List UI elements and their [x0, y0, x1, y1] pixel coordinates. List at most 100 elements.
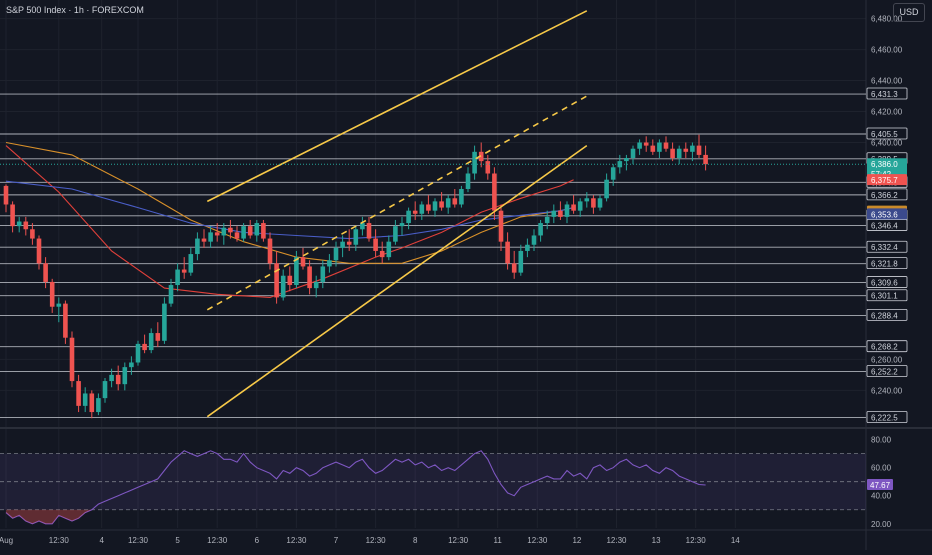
candle-body[interactable] [505, 241, 510, 264]
currency-button[interactable]: USD [893, 3, 925, 22]
candle-body[interactable] [703, 154, 708, 165]
candle-body[interactable] [511, 263, 517, 273]
candle-body[interactable] [571, 204, 576, 211]
candle-body[interactable] [426, 204, 431, 211]
candle-body[interactable] [102, 381, 108, 399]
candle-body[interactable] [23, 221, 29, 230]
candle-body[interactable] [492, 173, 497, 211]
candle-body[interactable] [379, 250, 385, 258]
candle-body[interactable] [346, 241, 352, 245]
candle-body[interactable] [360, 223, 365, 230]
candle-body[interactable] [439, 201, 444, 208]
candle-body[interactable] [624, 158, 629, 162]
candle-body[interactable] [525, 244, 530, 251]
candle-body[interactable] [478, 151, 484, 162]
candle-body[interactable] [610, 167, 616, 180]
candle-body[interactable] [294, 257, 299, 286]
candle-body[interactable] [181, 269, 187, 273]
candle-body[interactable] [63, 303, 68, 338]
candle-body[interactable] [386, 241, 392, 258]
candle-body[interactable] [195, 238, 200, 255]
candle-body[interactable] [69, 337, 75, 382]
candle-body[interactable] [498, 210, 504, 242]
candle-body[interactable] [485, 161, 491, 174]
candle-body[interactable] [696, 145, 702, 155]
candle-body[interactable] [129, 362, 134, 368]
candle-body[interactable] [96, 398, 101, 413]
candle-body[interactable] [472, 151, 477, 174]
candle-body[interactable] [393, 226, 398, 242]
candle-body[interactable] [650, 145, 656, 152]
candle-body[interactable] [313, 281, 319, 289]
candle-body[interactable] [168, 285, 174, 304]
candle-body[interactable] [445, 198, 451, 208]
candle-body[interactable] [247, 226, 253, 236]
candle-body[interactable] [188, 254, 194, 273]
candle-body[interactable] [148, 333, 154, 351]
candle-body[interactable] [676, 148, 682, 159]
candle-body[interactable] [10, 204, 15, 227]
candle-body[interactable] [30, 229, 35, 239]
candle-body[interactable] [683, 148, 689, 152]
candle-body[interactable] [214, 232, 220, 236]
candle-body[interactable] [49, 281, 55, 307]
candle-body[interactable] [135, 343, 141, 363]
candle-body[interactable] [399, 223, 405, 227]
candle-body[interactable] [353, 229, 359, 245]
candle-body[interactable] [419, 204, 425, 214]
candle-body[interactable] [36, 238, 42, 264]
candle-body[interactable] [670, 148, 675, 159]
candle-body[interactable] [175, 269, 180, 286]
candle-body[interactable] [366, 223, 372, 239]
candle-body[interactable] [617, 161, 623, 168]
candle-body[interactable] [43, 263, 48, 282]
candle-body[interactable] [406, 210, 411, 224]
candle-body[interactable] [201, 238, 207, 242]
candle-body[interactable] [155, 333, 161, 341]
candle-body[interactable] [287, 275, 293, 286]
candle-body[interactable] [82, 393, 88, 406]
candle-body[interactable] [690, 145, 695, 152]
candle-body[interactable] [267, 238, 273, 264]
candle-body[interactable] [452, 198, 458, 205]
candle-body[interactable] [16, 221, 22, 227]
candle-body[interactable] [274, 263, 279, 298]
candle-body[interactable] [558, 210, 563, 217]
candle-body[interactable] [459, 188, 464, 205]
trendline-channel-mid[interactable] [206, 95, 588, 311]
candle-body[interactable] [657, 142, 662, 152]
candle-body[interactable] [208, 232, 213, 242]
candle-body[interactable] [307, 266, 312, 289]
candle-body[interactable] [241, 226, 246, 239]
candle-body[interactable] [89, 393, 95, 413]
candle-body[interactable] [551, 210, 557, 217]
candle-body[interactable] [465, 173, 471, 189]
candle-body[interactable] [432, 201, 438, 211]
candle-body[interactable] [234, 232, 240, 239]
candle-body[interactable] [327, 260, 332, 267]
candle-body[interactable] [412, 210, 418, 214]
candle-body[interactable] [142, 343, 147, 351]
candle-body[interactable] [531, 235, 537, 245]
candle-body[interactable] [228, 227, 233, 233]
candle-body[interactable] [254, 223, 260, 236]
candle-body[interactable] [643, 142, 649, 146]
candle-body[interactable] [221, 227, 227, 236]
candle-body[interactable] [280, 275, 286, 298]
candle-body[interactable] [109, 374, 114, 382]
trendline-channel-lower[interactable] [206, 144, 588, 418]
candle-body[interactable] [333, 247, 339, 261]
candle-body[interactable] [591, 198, 596, 208]
candle-body[interactable] [56, 303, 62, 307]
candle-body[interactable] [340, 241, 345, 248]
candle-body[interactable] [577, 201, 583, 211]
candle-body[interactable] [320, 266, 326, 282]
candle-body[interactable] [518, 250, 524, 273]
candle-body[interactable] [630, 148, 636, 159]
candle-body[interactable] [564, 204, 570, 217]
candle-body[interactable] [115, 374, 121, 385]
candle-body[interactable] [663, 142, 669, 149]
candle-body[interactable] [584, 198, 590, 202]
